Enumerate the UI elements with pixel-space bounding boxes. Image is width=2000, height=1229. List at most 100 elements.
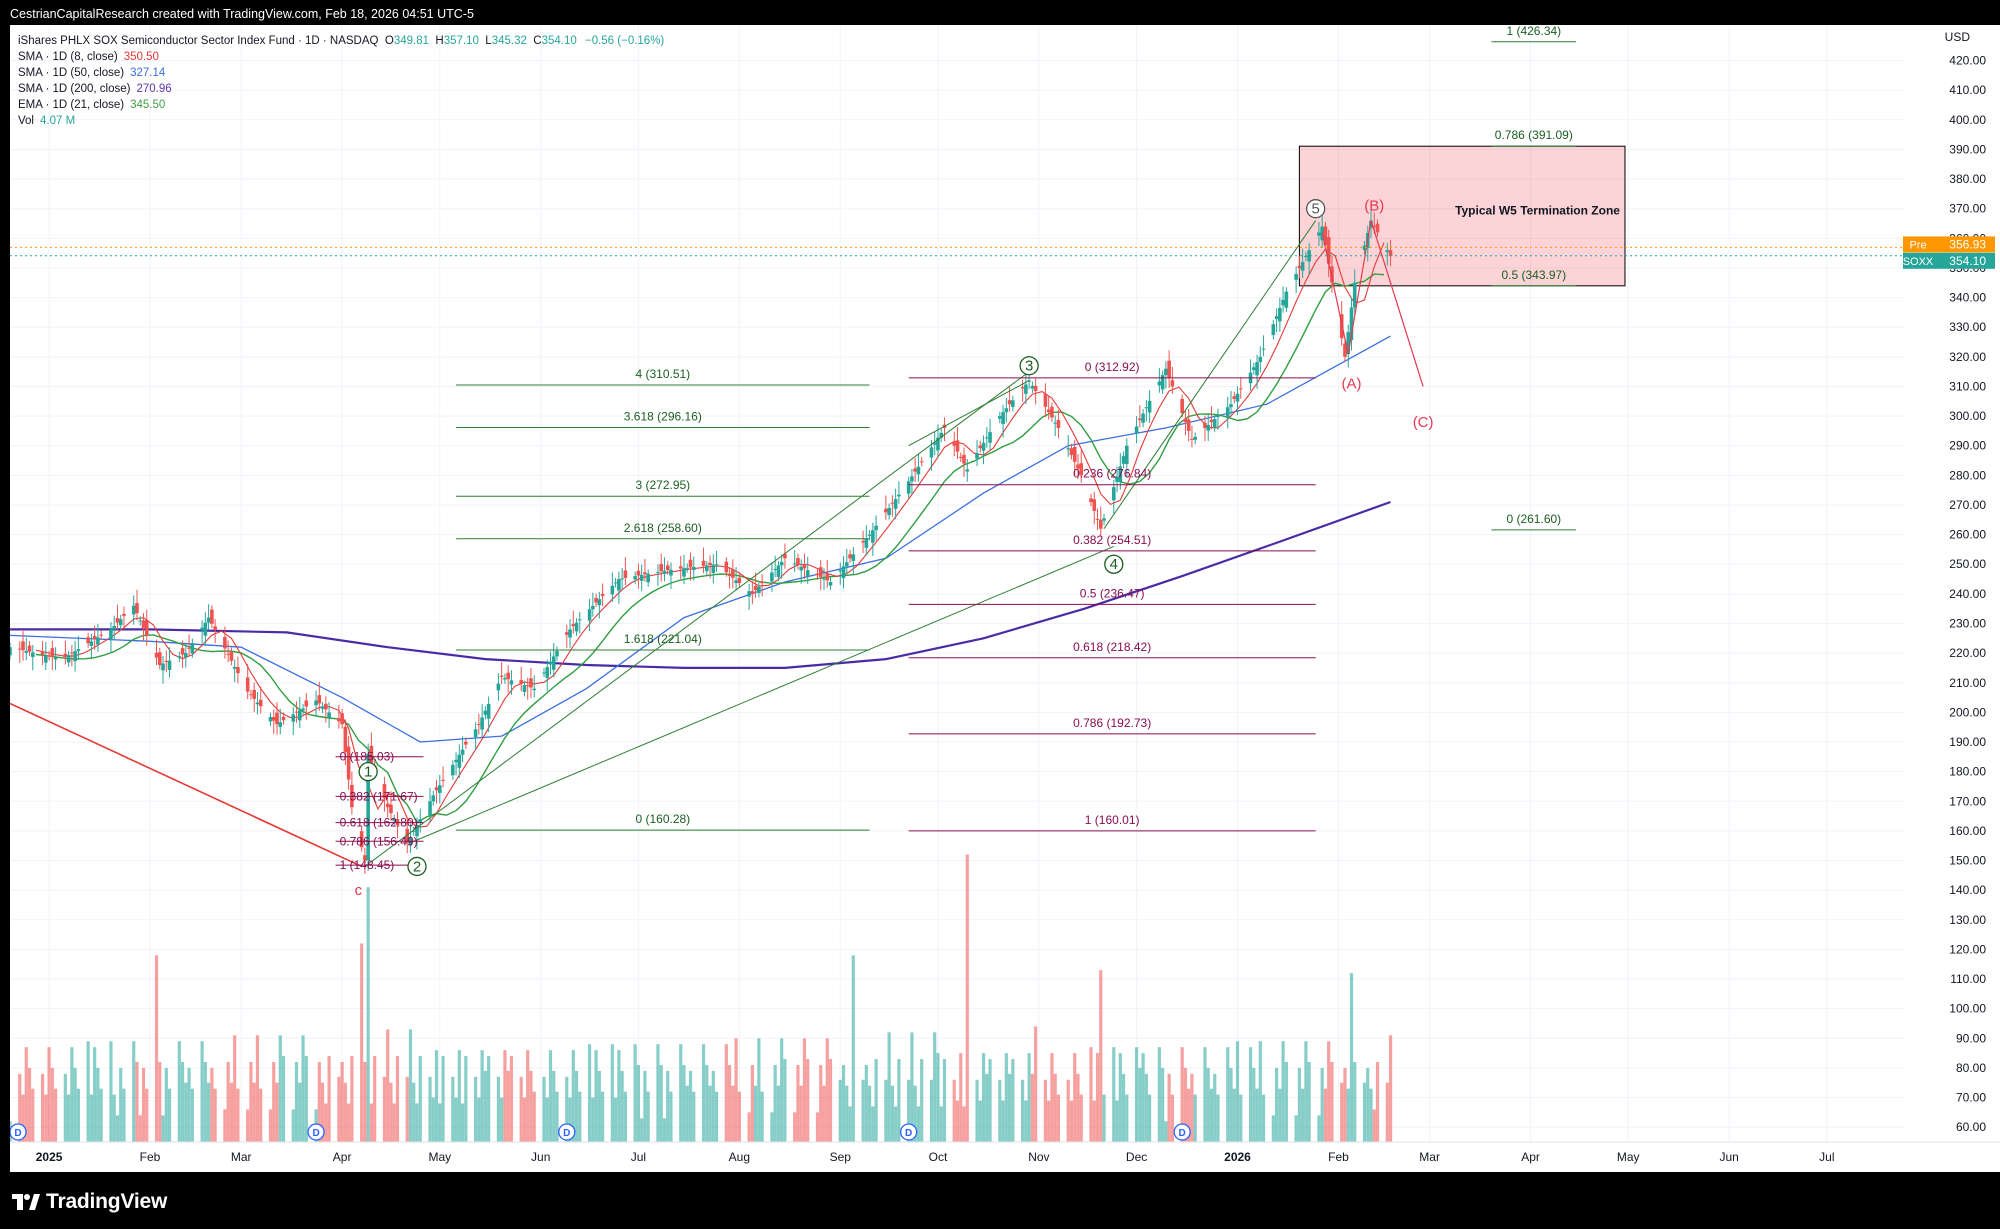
fib-level-label: 0.786 (156.49): [340, 834, 418, 848]
volume-bar: [571, 1050, 575, 1142]
volume-bar: [1099, 970, 1103, 1142]
volume-bar: [867, 1085, 872, 1142]
volume-bar: [418, 1056, 422, 1142]
legend-title-row: iShares PHLX SOX Semiconductor Sector In…: [18, 33, 664, 49]
dividend-marker-label: D: [312, 1128, 319, 1139]
volume-bar: [920, 1059, 924, 1142]
candle-body: [441, 779, 445, 781]
candle-body: [1004, 408, 1009, 413]
volume-bar: [825, 1038, 829, 1142]
fib-level-label: 0 (185.03): [340, 750, 395, 764]
volume-bar: [1050, 1053, 1054, 1142]
volume-bar: [291, 1109, 295, 1142]
price-tick-label: 130.00: [1949, 913, 1986, 927]
candle-body: [395, 819, 400, 825]
volume-bar: [509, 1056, 514, 1142]
volume-bar: [213, 1088, 217, 1142]
candle-body: [464, 741, 468, 745]
candle-body: [548, 661, 553, 665]
volume-bar: [1164, 1121, 1168, 1142]
legend-indicator-row[interactable]: Vol 4.07 M: [18, 113, 664, 129]
channel-upper-line: [364, 371, 1030, 867]
candle-body: [665, 565, 670, 571]
volume-bar: [1157, 1047, 1161, 1142]
fib-level-label: 3.618 (296.16): [624, 409, 702, 423]
volume-bar: [249, 1062, 253, 1142]
volume-bar: [529, 1070, 533, 1142]
candle-body: [1102, 518, 1106, 521]
volume-bar: [496, 1076, 501, 1142]
volume-bar: [659, 1064, 663, 1142]
fib-level-label: 0.382 (254.51): [1073, 533, 1151, 547]
volume-bars: [10, 854, 1393, 1142]
volume-bar: [63, 1073, 67, 1142]
candle-body: [131, 605, 136, 615]
fib-level-label: 1 (160.01): [1085, 813, 1140, 827]
legend-indicator-value: 270.96: [136, 83, 172, 95]
volume-bar: [506, 1070, 510, 1142]
wave-label: 5: [1311, 201, 1319, 218]
volume-bar: [1053, 1073, 1057, 1142]
fib-level-label: 0.618 (218.42): [1073, 640, 1151, 654]
volume-bar: [578, 1091, 582, 1142]
candle-body: [304, 700, 309, 707]
candle-body: [1216, 416, 1220, 418]
volume-bar: [294, 1062, 299, 1142]
volume-bar: [747, 1112, 751, 1142]
candle-body: [985, 437, 989, 439]
volume-bar: [1226, 1047, 1230, 1142]
legend-indicator-row[interactable]: EMA · 1D (21, close) 345.50: [18, 97, 664, 113]
legend-indicator-label: SMA · 1D (8, close): [18, 51, 118, 63]
candle-body: [122, 613, 126, 616]
volume-bar: [1069, 1100, 1074, 1142]
legend-indicator-row[interactable]: SMA · 1D (50, close) 327.14: [18, 65, 664, 81]
candle-body: [346, 746, 351, 780]
candle-body: [975, 453, 979, 459]
volume-bar: [545, 1097, 549, 1142]
volume-bar: [457, 1050, 461, 1142]
tradingview-logo-icon: [12, 1194, 40, 1210]
volume-bar: [1343, 1067, 1347, 1142]
candle-body: [223, 636, 227, 649]
price-tick-label: 260.00: [1949, 528, 1986, 542]
price-tick-label: 150.00: [1949, 854, 1986, 868]
tradingview-logo[interactable]: TradingView: [12, 1190, 167, 1214]
candle-body: [1033, 385, 1038, 392]
volume-bar: [1056, 1094, 1061, 1142]
candle-body: [268, 716, 273, 722]
volume-bar: [724, 1044, 728, 1142]
price-tick-label: 170.00: [1949, 794, 1986, 808]
volume-bar: [207, 1082, 211, 1142]
wave-label: (C): [1413, 414, 1434, 431]
candle-body: [135, 603, 139, 614]
legend-indicator-row[interactable]: SMA · 1D (200, close) 270.96: [18, 81, 664, 97]
candle-body: [1001, 412, 1005, 425]
termination-zone-label: Typical W5 Termination Zone: [1455, 204, 1620, 218]
candle-body: [1164, 368, 1168, 376]
volume-bar: [18, 1073, 22, 1142]
volume-bar: [1089, 1047, 1093, 1142]
price-chart[interactable]: Typical W5 Termination Zone 4 (310.51) 3.6…: [10, 25, 2000, 1172]
volume-bar: [1079, 1094, 1083, 1142]
price-tick-label: 200.00: [1949, 705, 1986, 719]
chart-area[interactable]: Typical W5 Termination Zone 4 (310.51) 3.6…: [10, 25, 2000, 1172]
volume-bar: [122, 1088, 126, 1142]
volume-bar: [734, 1038, 738, 1142]
candle-body: [89, 641, 94, 646]
volume-bar: [913, 1085, 917, 1142]
volume-bar: [1141, 1053, 1145, 1142]
candle-body: [617, 579, 621, 591]
candle-body: [643, 572, 647, 575]
volume-bar: [679, 1044, 683, 1142]
legend-open: O349.81: [381, 35, 430, 47]
volume-bar: [141, 1067, 146, 1142]
candle-body: [890, 502, 895, 504]
candle-body: [1053, 422, 1057, 424]
price-scale-bg: [1905, 25, 2000, 1172]
volume-bar: [1187, 1088, 1191, 1142]
volume-bar: [861, 1079, 865, 1142]
price-tick-label: 70.00: [1956, 1091, 1986, 1105]
candle-body: [1125, 445, 1129, 465]
volume-bar: [50, 1067, 54, 1142]
legend-indicator-row[interactable]: SMA · 1D (8, close) 350.50: [18, 49, 664, 65]
